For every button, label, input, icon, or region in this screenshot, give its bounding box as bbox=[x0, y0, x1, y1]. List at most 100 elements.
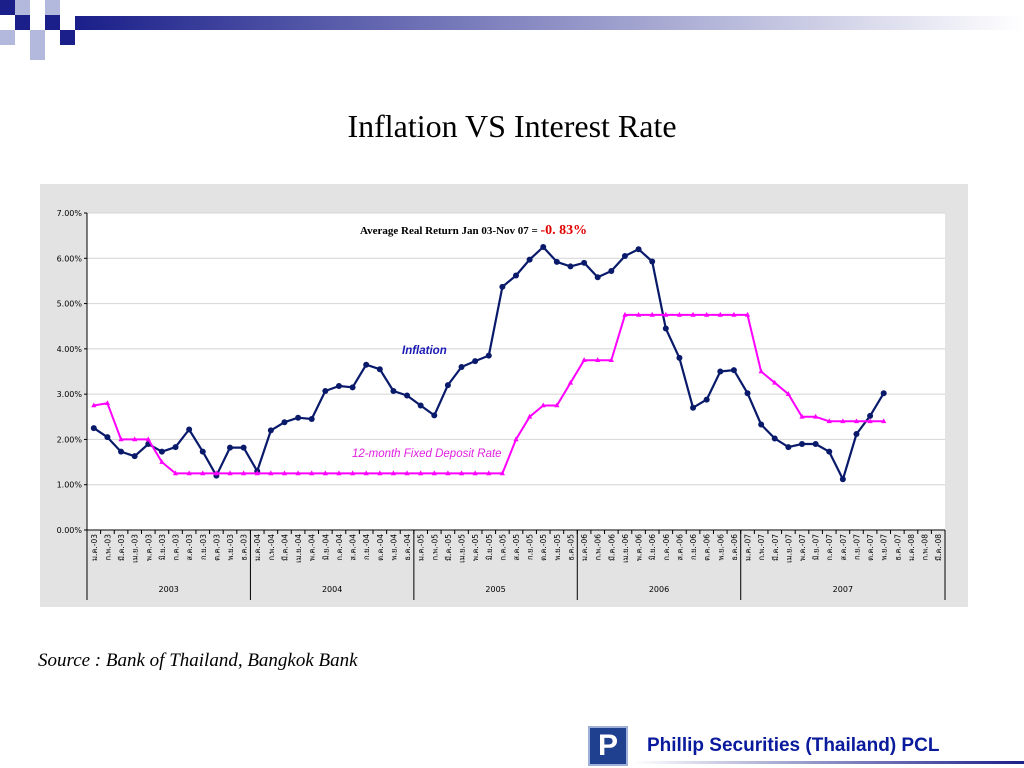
inflation-point bbox=[553, 258, 560, 265]
x-month-label: พ.ค.-07 bbox=[798, 534, 807, 561]
footer-rule bbox=[632, 761, 1024, 764]
line-chart: 0.00% 1.00% 2.00% 3.00% 4.00% 5.00% 6.00% 7.00%… bbox=[57, 209, 946, 600]
inflation-point bbox=[867, 412, 874, 419]
x-month-label: ก.ค.-04 bbox=[335, 534, 344, 561]
deposit-rate-point bbox=[309, 470, 315, 476]
inflation-point bbox=[444, 382, 451, 389]
x-month-label: มี.ค.-08 bbox=[934, 534, 943, 561]
inflation-point bbox=[240, 444, 247, 451]
x-month-label: มี.ค.-04 bbox=[280, 534, 289, 561]
x-month-label: ธ.ค.-03 bbox=[240, 534, 249, 561]
deposit-rate-point bbox=[744, 311, 751, 317]
x-month-label: เม.ย.-05 bbox=[458, 534, 467, 563]
x-month-label: ต.ค.-03 bbox=[212, 534, 221, 561]
year-label: 2007 bbox=[833, 585, 853, 594]
inflation-point bbox=[581, 259, 588, 266]
inflation-point bbox=[621, 253, 628, 260]
deposit-rate-point bbox=[91, 402, 97, 408]
x-month-label: ม.ค.-04 bbox=[253, 534, 262, 561]
inflation-point bbox=[649, 258, 656, 265]
x-month-label: เม.ย.-06 bbox=[621, 534, 630, 563]
x-month-label: เม.ย.-07 bbox=[784, 534, 793, 563]
x-month-label: ธ.ค.-05 bbox=[566, 534, 575, 561]
inflation-point bbox=[376, 366, 383, 373]
deposit-rate-point bbox=[676, 311, 683, 317]
deposit-rate-point bbox=[390, 470, 397, 476]
y-tick-label: 0.00% bbox=[57, 526, 83, 535]
deposit-rate-point bbox=[118, 436, 124, 442]
x-month-label: พ.ค.-03 bbox=[144, 534, 153, 561]
deposit-rate-point bbox=[322, 470, 328, 476]
inflation-point bbox=[281, 419, 288, 426]
inflation-point bbox=[186, 426, 193, 433]
y-tick-label: 1.00% bbox=[57, 481, 83, 490]
inflation-point bbox=[839, 476, 846, 483]
x-month-label: พ.ย.-03 bbox=[226, 534, 235, 561]
inflation-point bbox=[349, 384, 356, 391]
inflation-point bbox=[404, 392, 411, 399]
deposit-rate-point bbox=[663, 311, 669, 317]
average-return-value: -0. 83% bbox=[541, 223, 588, 238]
x-month-label: ก.พ.-06 bbox=[594, 534, 603, 561]
y-tick-label: 5.00% bbox=[57, 300, 83, 309]
x-month-label: มิ.ย.-03 bbox=[158, 534, 167, 561]
x-month-label: ต.ค.-05 bbox=[539, 534, 548, 561]
x-month-label: ส.ค.-06 bbox=[675, 534, 684, 561]
x-month-label: มิ.ย.-05 bbox=[485, 534, 494, 561]
x-month-label: มิ.ย.-06 bbox=[648, 534, 657, 561]
x-month-label: ธ.ค.-07 bbox=[893, 534, 902, 561]
deposit-rate-point bbox=[349, 470, 356, 476]
inflation-point bbox=[540, 243, 547, 250]
x-month-label: ส.ค.-07 bbox=[839, 534, 848, 561]
deposit-rate-point bbox=[826, 418, 832, 424]
inflation-point bbox=[118, 448, 125, 455]
deco-square bbox=[30, 45, 45, 60]
deposit-rate-point bbox=[268, 470, 274, 476]
inflation-point bbox=[690, 404, 697, 411]
deposit-rate-point bbox=[458, 470, 465, 476]
x-month-label: มี.ค.-06 bbox=[607, 534, 616, 561]
inflation-point bbox=[785, 444, 792, 451]
deposit-rate-point bbox=[853, 418, 860, 424]
inflation-point bbox=[594, 274, 601, 281]
x-month-label: ม.ค.-06 bbox=[580, 534, 589, 561]
deposit-series-label: 12-month Fixed Deposit Rate bbox=[352, 448, 502, 460]
inflation-point bbox=[717, 368, 724, 375]
inflation-point bbox=[458, 363, 465, 370]
x-month-label: ก.ย.-03 bbox=[199, 534, 208, 560]
x-month-label: ก.พ.-08 bbox=[921, 534, 930, 561]
deco-square bbox=[60, 30, 75, 45]
deco-gradient-bar bbox=[75, 16, 1024, 30]
x-month-label: ต.ค.-06 bbox=[703, 534, 712, 561]
x-month-label: ก.ย.-04 bbox=[362, 534, 371, 560]
deposit-rate-point bbox=[513, 436, 519, 442]
inflation-point bbox=[880, 390, 887, 397]
deposit-rate-point bbox=[159, 459, 165, 464]
inflation-point bbox=[567, 263, 574, 270]
deposit-rate-point bbox=[717, 311, 723, 317]
inflation-point bbox=[363, 361, 370, 368]
chart-panel: 0.00% 1.00% 2.00% 3.00% 4.00% 5.00% 6.00% 7.00%… bbox=[40, 184, 968, 607]
inflation-point bbox=[676, 354, 683, 361]
inflation-series-label: Inflation bbox=[402, 345, 447, 357]
deposit-rate-point bbox=[540, 402, 546, 408]
deposit-rate-point bbox=[704, 311, 710, 317]
deposit-rate-point bbox=[581, 357, 587, 362]
x-month-label: เม.ย.-04 bbox=[294, 534, 303, 563]
x-month-label: มี.ค.-07 bbox=[771, 534, 780, 561]
x-month-label: ส.ค.-03 bbox=[185, 534, 194, 561]
inflation-point bbox=[853, 430, 860, 437]
inflation-point bbox=[158, 448, 165, 455]
x-month-label: ม.ค.-03 bbox=[90, 534, 99, 561]
deposit-rate-point bbox=[635, 311, 642, 317]
inflation-point bbox=[308, 416, 315, 423]
deco-square bbox=[0, 30, 15, 45]
deposit-rate-point bbox=[608, 357, 614, 362]
y-tick-label: 7.00% bbox=[57, 209, 83, 218]
deposit-rate-point bbox=[554, 402, 560, 408]
deposit-rate-point bbox=[867, 418, 873, 424]
deposit-rate-point bbox=[404, 470, 410, 476]
deposit-rate-point bbox=[295, 470, 301, 476]
inflation-point bbox=[485, 352, 492, 359]
inflation-point bbox=[172, 444, 179, 451]
